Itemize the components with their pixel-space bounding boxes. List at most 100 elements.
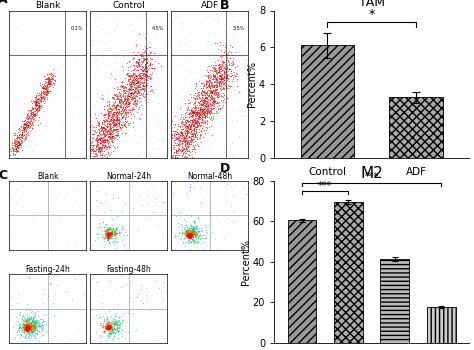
Point [134,49,141,55]
Point [210,75,217,80]
Point [26,324,33,330]
Point [29,332,36,338]
Point [192,125,200,130]
Bar [301,46,354,158]
Point [229,61,237,66]
Point [179,138,186,144]
Point [118,226,126,231]
Point [125,101,133,106]
Point [182,112,189,118]
Point [210,25,218,30]
Point [173,131,180,136]
Point [110,121,118,126]
Point [26,323,34,329]
Point [232,119,240,124]
Point [95,136,103,141]
Point [87,99,94,105]
Point [111,314,118,319]
Point [182,223,190,228]
Point [23,316,31,322]
Point [212,108,220,114]
Point [180,134,188,139]
Point [118,98,125,104]
Point [96,332,104,338]
Point [105,119,113,125]
Point [135,153,142,159]
Point [36,80,44,86]
Point [188,234,196,239]
Point [185,144,193,149]
Point [107,125,114,131]
Point [15,325,22,331]
Point [210,99,218,104]
Point [207,101,214,107]
Point [201,112,209,118]
Point [105,108,112,114]
Point [30,113,37,119]
Point [42,322,50,327]
Point [23,113,30,119]
Point [194,110,201,115]
Point [124,93,132,98]
Point [184,97,192,103]
Point [106,321,114,327]
Point [114,127,121,132]
Point [13,322,21,328]
Point [109,111,116,117]
Point [13,135,21,140]
Point [213,82,221,87]
Point [99,138,106,144]
Point [184,104,191,110]
Point [106,142,113,148]
Point [146,76,154,81]
Point [104,133,112,139]
Point [202,82,210,87]
Point [23,324,31,330]
Point [101,133,109,139]
Point [96,121,103,127]
Point [218,73,225,78]
Point [23,324,31,330]
Point [40,154,48,160]
Point [97,135,104,141]
Point [36,318,43,324]
Point [34,332,41,338]
Point [123,110,130,116]
Point [206,86,214,91]
Point [186,126,193,131]
Point [193,222,201,228]
Point [94,122,101,128]
Point [106,126,114,132]
Point [34,98,41,104]
Point [130,66,137,72]
Point [27,319,35,325]
Point [112,110,120,116]
Point [103,95,111,100]
Point [53,273,60,278]
Point [135,140,143,146]
Point [43,88,51,93]
Point [29,318,37,324]
Point [109,120,117,126]
Point [119,104,127,110]
Point [23,323,30,329]
Point [133,77,141,83]
Point [210,82,218,88]
Point [194,235,202,241]
Point [208,67,216,73]
Point [41,86,48,91]
Point [184,129,191,135]
Point [18,130,26,135]
Point [179,152,187,157]
Point [136,57,143,62]
Point [15,324,23,330]
Point [127,74,135,79]
Point [18,125,25,130]
Point [96,148,104,153]
Point [102,324,110,329]
Point [32,101,40,106]
Point [21,318,28,324]
Point [109,133,116,139]
Point [14,138,22,144]
Point [220,77,228,83]
